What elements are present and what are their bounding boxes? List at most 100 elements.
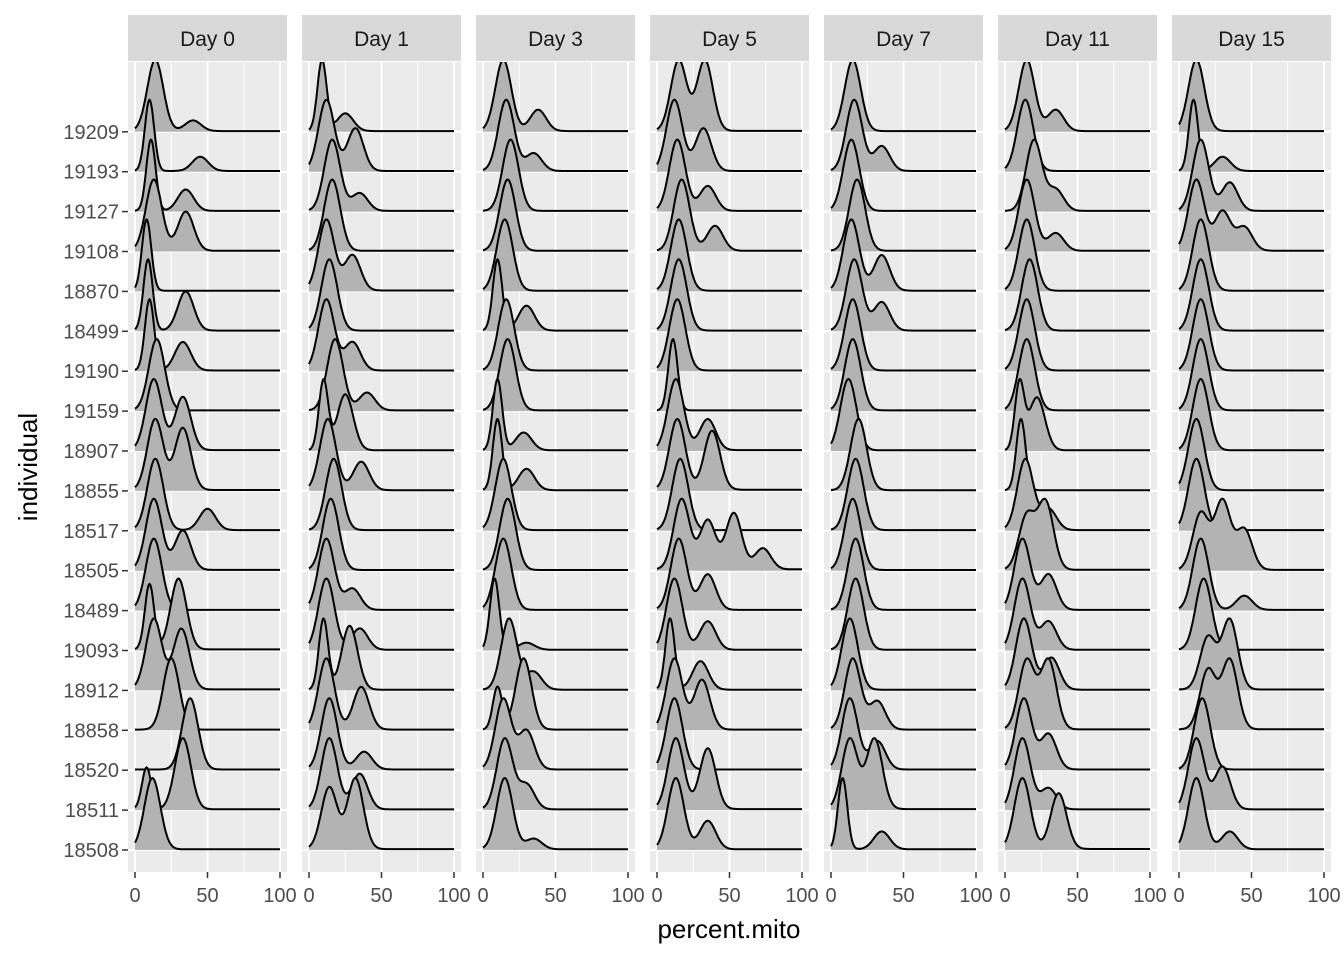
x-tick-label: 50 xyxy=(370,885,392,907)
ridge-line-day-15-19159 xyxy=(1178,338,1325,412)
x-tick-label: 50 xyxy=(1066,885,1088,907)
y-tick-label-19127: 19127 xyxy=(63,202,119,224)
ridge-line-day-3-18511 xyxy=(482,737,629,811)
ridge-line-day-3-18912 xyxy=(482,617,629,691)
ridge-area-day-7-18858 xyxy=(831,658,976,731)
ridge-line-day-7-19127 xyxy=(830,138,977,212)
ridge-line-day-15-18511 xyxy=(1178,737,1325,811)
ridge-line-day-15-18858 xyxy=(1178,657,1325,731)
y-axis: 18508 18511 18520 18858 18912 19093 18489 18505… xyxy=(63,122,128,862)
x-tick-label: 50 xyxy=(1240,885,1262,907)
ridge-line-day-11-18517 xyxy=(1004,457,1151,532)
ridge-area-day-1-18517 xyxy=(309,458,454,531)
ridge-line-day-11-18511 xyxy=(1004,737,1151,811)
ridge-line-day-3-18489 xyxy=(482,537,629,611)
ridge-area-day-1-18870 xyxy=(309,219,454,292)
ridge-area-day-0-18855 xyxy=(135,418,280,491)
ridge-line-day-11-18505 xyxy=(1004,497,1151,571)
x-tick-label: 50 xyxy=(718,885,740,907)
ridge-line-day-15-18912 xyxy=(1178,617,1325,691)
ridge-area-day-1-18489 xyxy=(309,538,454,611)
ridge-line-day-0-18499 xyxy=(134,258,281,332)
ridge-area-day-3-19093 xyxy=(483,578,628,651)
strip-label-day-0: Day 0 xyxy=(180,28,235,51)
panel-day-7: Day 7 0 50 100 xyxy=(824,15,993,907)
ridge-area-day-3-19159 xyxy=(483,339,628,412)
ridge-area-day-5-18511 xyxy=(657,738,802,811)
ridge-line-day-1-18517 xyxy=(308,457,455,532)
ridge-area-day-3-18511 xyxy=(483,738,628,811)
ridge-area-day-7-18511 xyxy=(831,738,976,811)
ridge-line-day-11-18520 xyxy=(1004,697,1151,771)
ridge-line-day-1-18508 xyxy=(308,777,455,851)
ridge-area-day-5-18858 xyxy=(657,658,802,731)
ridge-line-day-3-18520 xyxy=(482,697,629,771)
ridge-line-day-1-18907 xyxy=(308,378,455,452)
x-tick-label: 100 xyxy=(437,885,470,907)
ridge-line-day-0-18489 xyxy=(134,537,281,611)
ridge-line-day-7-18505 xyxy=(830,497,977,571)
ridge-line-day-7-19209 xyxy=(830,62,977,133)
ridge-area-day-0-19093 xyxy=(135,578,280,651)
x-tick-label: 100 xyxy=(611,885,644,907)
ridge-line-day-0-18520 xyxy=(134,697,281,771)
ridge-area-day-15-18912 xyxy=(1179,618,1324,691)
ridge-area-day-11-18858 xyxy=(1005,658,1150,731)
ridge-line-day-3-18505 xyxy=(482,497,629,571)
ridge-line-day-0-18907 xyxy=(134,378,281,452)
ridge-area-day-15-19108 xyxy=(1179,179,1324,252)
ridge-line-day-11-18912 xyxy=(1004,617,1151,691)
ridge-line-day-0-18855 xyxy=(134,417,281,491)
ridge-line-day-7-18508 xyxy=(830,777,977,851)
ridge-area-day-7-18508 xyxy=(831,778,976,850)
ridge-line-day-5-19190 xyxy=(656,298,803,372)
ridge-line-day-7-18855 xyxy=(830,417,977,492)
ridge-line-day-7-19159 xyxy=(830,338,977,412)
ridge-area-day-0-18505 xyxy=(135,498,280,571)
ridge-area-day-15-18511 xyxy=(1179,738,1324,811)
ridge-line-day-3-19127 xyxy=(482,138,629,212)
ridge-line-day-11-18499 xyxy=(1004,258,1151,332)
ridge-area-day-7-19209 xyxy=(831,62,976,132)
ridge-line-day-3-18870 xyxy=(482,218,629,292)
ridge-line-day-7-19108 xyxy=(830,178,977,252)
x-tick-label: 50 xyxy=(196,885,218,907)
ridge-line-day-15-18870 xyxy=(1178,218,1325,292)
ridge-area-day-3-19108 xyxy=(483,179,628,252)
strip-label-day-1: Day 1 xyxy=(354,28,409,51)
ridge-area-day-3-18499 xyxy=(483,259,628,332)
ridge-line-day-15-18907 xyxy=(1178,378,1325,452)
strip-label-day-7: Day 7 xyxy=(876,28,931,51)
ridge-area-day-11-19093 xyxy=(1005,578,1150,651)
ridge-line-day-11-19127 xyxy=(1004,138,1151,212)
y-tick-label-18855: 18855 xyxy=(63,481,119,503)
ridge-line-day-11-18489 xyxy=(1004,537,1151,611)
ridge-line-day-15-18489 xyxy=(1178,537,1325,611)
ridge-line-day-5-18505 xyxy=(656,497,803,571)
ridge-line-day-5-18508 xyxy=(656,777,803,851)
ridge-area-day-0-18858 xyxy=(135,658,280,731)
ridge-line-day-7-18870 xyxy=(830,218,977,292)
ridge-area-day-11-18511 xyxy=(1005,738,1150,811)
ridge-line-day-0-18912 xyxy=(134,617,281,691)
ridge-line-day-7-18517 xyxy=(830,457,977,532)
ridge-line-day-7-18912 xyxy=(830,617,977,691)
ridge-line-day-1-19190 xyxy=(308,298,455,372)
y-tick-label-18520: 18520 xyxy=(63,760,119,782)
ridge-line-day-15-19190 xyxy=(1178,298,1325,372)
ridge-line-day-15-19127 xyxy=(1178,138,1325,212)
ridge-line-day-5-19127 xyxy=(656,138,803,212)
ridge-line-day-11-19193 xyxy=(1004,98,1151,172)
ridge-line-day-1-18505 xyxy=(308,497,455,571)
ridge-line-day-1-18912 xyxy=(308,617,455,691)
ridge-line-day-11-19159 xyxy=(1004,338,1151,412)
strip-day-15 xyxy=(1172,15,1331,61)
ridge-line-day-11-19190 xyxy=(1004,298,1151,372)
ridge-area-day-7-18489 xyxy=(831,538,976,611)
x-tick-label: 0 xyxy=(999,885,1010,907)
y-tick-label-18907: 18907 xyxy=(63,441,119,463)
ridge-line-day-5-18858 xyxy=(656,657,803,731)
ridge-line-day-1-19108 xyxy=(308,178,455,252)
y-tick-label-19093: 19093 xyxy=(63,641,119,663)
